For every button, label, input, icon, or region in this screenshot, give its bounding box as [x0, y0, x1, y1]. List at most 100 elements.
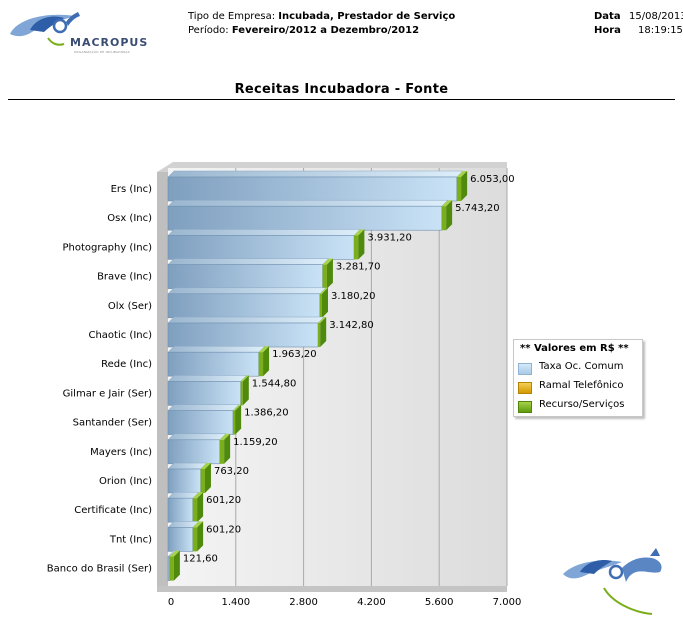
- bar-segment-taxa: [167, 205, 443, 231]
- bar-segment-recurso-top: [192, 492, 204, 499]
- bar-segment-recurso-side: [320, 317, 327, 347]
- plot-floor: [157, 586, 507, 592]
- bar-segment-recurso: [200, 469, 205, 493]
- bar-segment-recurso-side: [446, 200, 453, 231]
- legend-label-recurso: Recurso/Serviços: [539, 399, 625, 410]
- bar-segment-recurso: [219, 439, 225, 464]
- bar-value-label: 3.180,20: [331, 291, 376, 302]
- bar-value-label: 601,20: [206, 495, 241, 506]
- legend-swatch-ramal: [518, 382, 532, 394]
- category-label: Certificate (Inc): [74, 505, 152, 516]
- watermark-logo-icon: [563, 548, 662, 615]
- legend-label-ramal: Ramal Telefônico: [539, 380, 624, 391]
- x-tick-label: 2.800: [289, 597, 318, 608]
- bar-segment-recurso: [169, 556, 174, 581]
- bar-value-label: 763,20: [214, 466, 249, 477]
- bar-segment-taxa-top: [167, 316, 325, 324]
- chart-legend: ** Valores em R$ ** Taxa Oc. Comum Ramal…: [513, 339, 643, 417]
- bar-segment-recurso-side: [235, 404, 242, 435]
- logo-subtext: ORGANIZAÇÃO DE INCUBADORAS: [74, 50, 130, 54]
- x-tick-labels: 0 1.400 2.800 4.200 5.600 7.000: [168, 597, 522, 608]
- category-label: Santander (Ser): [73, 418, 153, 429]
- period-label: Período:: [188, 25, 229, 36]
- bar-segment-taxa: [167, 351, 260, 377]
- bar-value-label: 1.544,80: [252, 378, 297, 389]
- bar-segment-recurso: [319, 293, 323, 318]
- legend-title: ** Valores em R$ **: [520, 343, 629, 354]
- bar-segment-recurso: [456, 177, 462, 201]
- bar-segment-taxa: [167, 556, 170, 581]
- date-value: 15/08/2013: [629, 11, 683, 22]
- bar-segment-recurso: [322, 264, 327, 289]
- bar-value-label: 1.963,20: [272, 349, 317, 360]
- period-value: Fevereiro/2012 a Dezembro/2012: [231, 25, 420, 36]
- bar-segment-taxa-top: [167, 287, 327, 295]
- bar-segment-recurso-side: [173, 550, 180, 581]
- bar-segment-taxa: [167, 527, 194, 552]
- company-type-value: Incubada, Prestador de Serviço: [278, 11, 456, 22]
- category-label: Chaotic (Inc): [88, 330, 152, 341]
- bar-segment-recurso-top: [169, 550, 180, 557]
- x-tick-label: 5.600: [425, 597, 454, 608]
- bar-value-label: 1.159,20: [233, 437, 278, 448]
- legend-swatch-recurso: [518, 401, 532, 413]
- bar-segment-taxa-top: [167, 258, 330, 265]
- x-tick-label: 4.200: [357, 597, 386, 608]
- bar-segment-taxa-top: [167, 375, 248, 382]
- bar-segment-recurso: [258, 352, 264, 377]
- logo-wordmark: MACROPUS: [70, 36, 149, 49]
- legend-label-taxa: Taxa Oc. Comum: [539, 361, 624, 372]
- legend-swatch-taxa: [518, 363, 532, 375]
- category-label: Osx (Inc): [107, 213, 152, 224]
- period: Período: Fevereiro/2012 a Dezembro/2012: [188, 24, 419, 37]
- category-label: Photography (Inc): [63, 242, 153, 253]
- bar-segment-recurso: [232, 410, 236, 435]
- time-label: Hora: [594, 25, 621, 36]
- bar-segment-recurso-top: [441, 200, 453, 207]
- bar-segment-taxa: [167, 322, 319, 348]
- category-label: Tnt (Inc): [109, 534, 152, 545]
- bar-segment-recurso-top: [240, 375, 249, 382]
- category-label: Rede (Inc): [101, 359, 152, 370]
- bar-segment-recurso: [354, 235, 359, 260]
- category-label: Brave (Inc): [97, 272, 152, 283]
- bar-segment-recurso-side: [204, 463, 211, 493]
- bar-segment-taxa: [167, 293, 321, 319]
- category-label: Gilmar e Jair (Ser): [63, 388, 152, 399]
- category-labels: Ers (Inc) Osx (Inc) Photography (Inc) Brave…: [47, 184, 152, 575]
- bar-segment-recurso-side: [326, 258, 333, 289]
- plot-left-wall: [157, 172, 168, 592]
- category-label: Mayers (Inc): [90, 447, 152, 458]
- bar-value-label: 3.931,20: [367, 232, 412, 243]
- bar-segment-recurso-top: [354, 229, 365, 236]
- bar-segment-taxa: [167, 439, 221, 465]
- category-label: Ers (Inc): [111, 184, 153, 195]
- bar-segment-taxa-top: [167, 345, 266, 353]
- bar-segment-taxa: [167, 176, 458, 202]
- bar-segment-recurso-top: [456, 171, 468, 177]
- page-title: Receitas Incubadora - Fonte: [234, 82, 449, 97]
- bar-segment-recurso-top: [258, 346, 270, 353]
- bar-segment-taxa-top: [167, 462, 208, 470]
- date-label: Data: [594, 11, 621, 22]
- bar-segment-recurso-side: [197, 521, 204, 552]
- time-value: 18:19:15: [638, 25, 683, 36]
- bar-segment-recurso-side: [461, 171, 468, 201]
- x-tick-label: 1.400: [221, 597, 250, 608]
- bar-segment-taxa-top: [167, 199, 449, 207]
- bar-segment-recurso-top: [192, 521, 204, 528]
- bar-segment-recurso-side: [242, 375, 249, 406]
- x-tick-label: 7.000: [493, 597, 522, 608]
- bar-segment-recurso-side: [197, 492, 204, 523]
- bar-segment-recurso: [240, 381, 243, 406]
- bar-segment-recurso-top: [219, 433, 231, 440]
- bar-value-label: 5.743,20: [455, 203, 500, 214]
- bar-segment-taxa: [167, 497, 194, 523]
- title-divider: [8, 99, 675, 100]
- bar-segment-taxa-top: [167, 229, 361, 236]
- bar-segment-recurso-top: [319, 287, 329, 294]
- bar-segment-recurso: [318, 323, 321, 347]
- bar-segment-taxa: [167, 381, 241, 406]
- company-type-label: Tipo de Empresa:: [188, 11, 276, 22]
- bar-segment-recurso-top: [200, 463, 211, 469]
